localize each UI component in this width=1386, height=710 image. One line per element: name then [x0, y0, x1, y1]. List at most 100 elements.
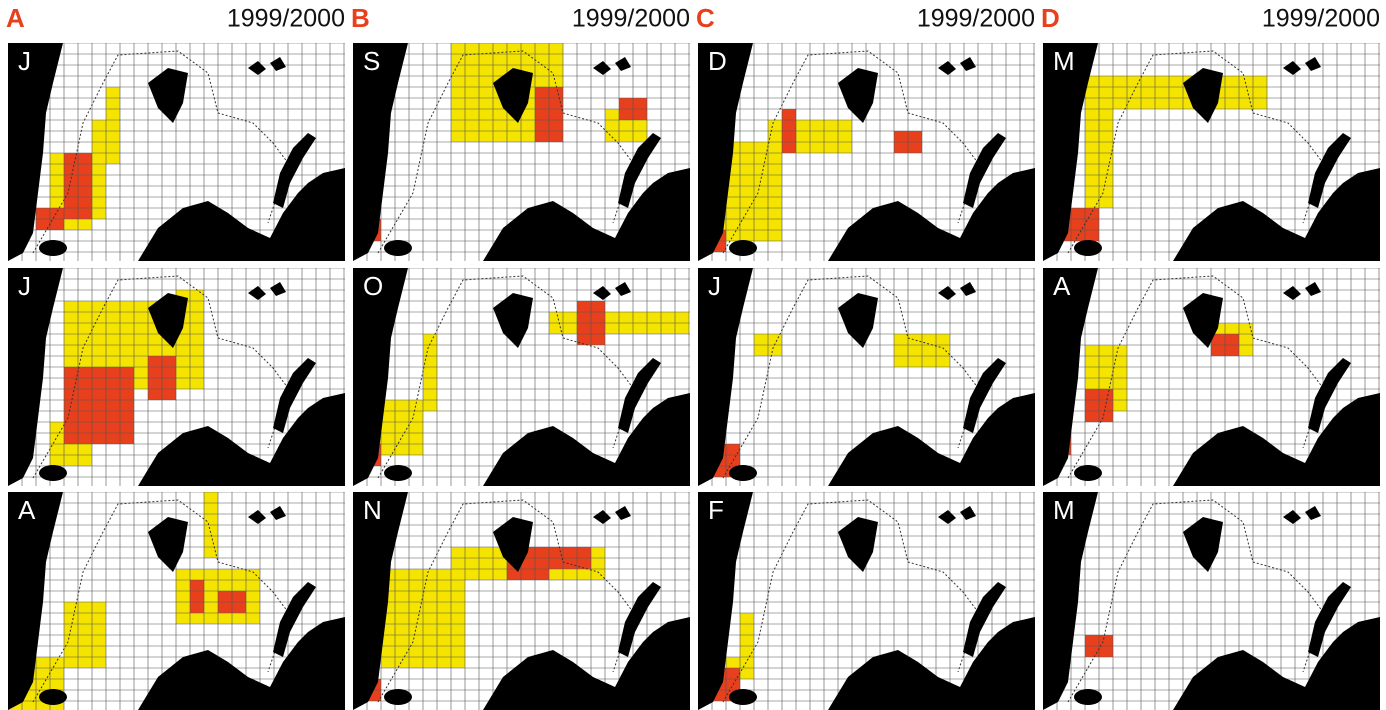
- land: [8, 268, 63, 486]
- land: [1283, 57, 1321, 75]
- map-body: [1043, 43, 1380, 261]
- land: [729, 689, 757, 705]
- land: [353, 492, 408, 710]
- land: [384, 240, 412, 256]
- land: [1173, 393, 1380, 486]
- map-body: [698, 268, 1035, 486]
- land: [828, 393, 1035, 486]
- land: [483, 617, 690, 710]
- month-label: J: [18, 46, 31, 76]
- map-body: [8, 492, 345, 710]
- land: [148, 517, 188, 572]
- land: [698, 268, 753, 486]
- land: [1043, 492, 1098, 710]
- land: [493, 68, 533, 123]
- month-label: J: [708, 271, 721, 301]
- map-body: [353, 492, 690, 710]
- land: [1043, 43, 1098, 261]
- catch-cell: [106, 87, 120, 164]
- map-body: [698, 492, 1035, 710]
- zone-boundary: [1067, 50, 1324, 254]
- zone-boundary: [1067, 275, 1324, 479]
- land: [729, 465, 757, 481]
- map-panel: S: [353, 43, 690, 261]
- month-label: O: [363, 271, 383, 301]
- zone-boundary: [377, 275, 634, 479]
- catch-cell: [1085, 76, 1267, 109]
- land: [138, 393, 345, 486]
- map-panel: J: [8, 268, 345, 486]
- land: [248, 57, 286, 75]
- land: [828, 617, 1035, 710]
- land: [8, 43, 63, 261]
- map-panel: J: [698, 268, 1035, 486]
- land: [838, 68, 878, 123]
- land: [1074, 689, 1102, 705]
- land: [593, 282, 631, 300]
- land: [698, 492, 753, 710]
- month-label: M: [1053, 495, 1075, 525]
- land: [729, 240, 757, 256]
- map-panel: M: [1043, 43, 1380, 261]
- panel-period: 1999/2000: [1262, 5, 1380, 33]
- panel-label: B: [351, 3, 370, 33]
- panel-label: D: [1041, 3, 1060, 33]
- panel-period: 1999/2000: [227, 5, 345, 33]
- catch-cell: [64, 367, 134, 444]
- land: [483, 393, 690, 486]
- land: [1283, 282, 1321, 300]
- month-label: J: [18, 271, 31, 301]
- catch-cell: [423, 334, 437, 411]
- month-label: N: [363, 495, 382, 525]
- land: [698, 43, 753, 261]
- zone-boundary: [32, 50, 289, 254]
- land: [618, 133, 661, 208]
- map-panel: M: [1043, 492, 1380, 710]
- month-label: F: [708, 495, 724, 525]
- land: [384, 465, 412, 481]
- land: [1183, 68, 1223, 123]
- land: [248, 506, 286, 524]
- land: [273, 133, 316, 208]
- land: [938, 506, 976, 524]
- panel-period: 1999/2000: [917, 5, 1035, 33]
- land: [493, 293, 533, 348]
- land: [493, 517, 533, 572]
- map-body: [353, 43, 690, 261]
- land: [838, 517, 878, 572]
- land: [938, 57, 976, 75]
- land: [353, 43, 408, 261]
- map-panel: N: [353, 492, 690, 710]
- land: [963, 358, 1006, 433]
- land: [273, 358, 316, 433]
- land: [384, 689, 412, 705]
- land: [1308, 133, 1351, 208]
- land: [8, 492, 63, 710]
- land: [1074, 465, 1102, 481]
- zone-boundary: [32, 499, 289, 703]
- land: [1283, 506, 1321, 524]
- land: [1074, 240, 1102, 256]
- land: [138, 168, 345, 261]
- land: [1173, 617, 1380, 710]
- map-panel: D: [698, 43, 1035, 261]
- zone-boundary: [722, 50, 979, 254]
- land: [39, 240, 67, 256]
- map-panel: O: [353, 268, 690, 486]
- land: [1183, 517, 1223, 572]
- zone-boundary: [1067, 499, 1324, 703]
- land: [138, 617, 345, 710]
- land: [148, 293, 188, 348]
- month-label: S: [363, 46, 380, 76]
- land: [148, 68, 188, 123]
- land: [273, 582, 316, 657]
- panel-period: 1999/2000: [572, 5, 690, 33]
- map-panel: A: [8, 492, 345, 710]
- map-body: [353, 268, 690, 486]
- month-label: M: [1053, 46, 1075, 76]
- land: [39, 689, 67, 705]
- land: [963, 133, 1006, 208]
- month-label: A: [1053, 271, 1071, 301]
- zone-boundary: [722, 275, 979, 479]
- map-panel: F: [698, 492, 1035, 710]
